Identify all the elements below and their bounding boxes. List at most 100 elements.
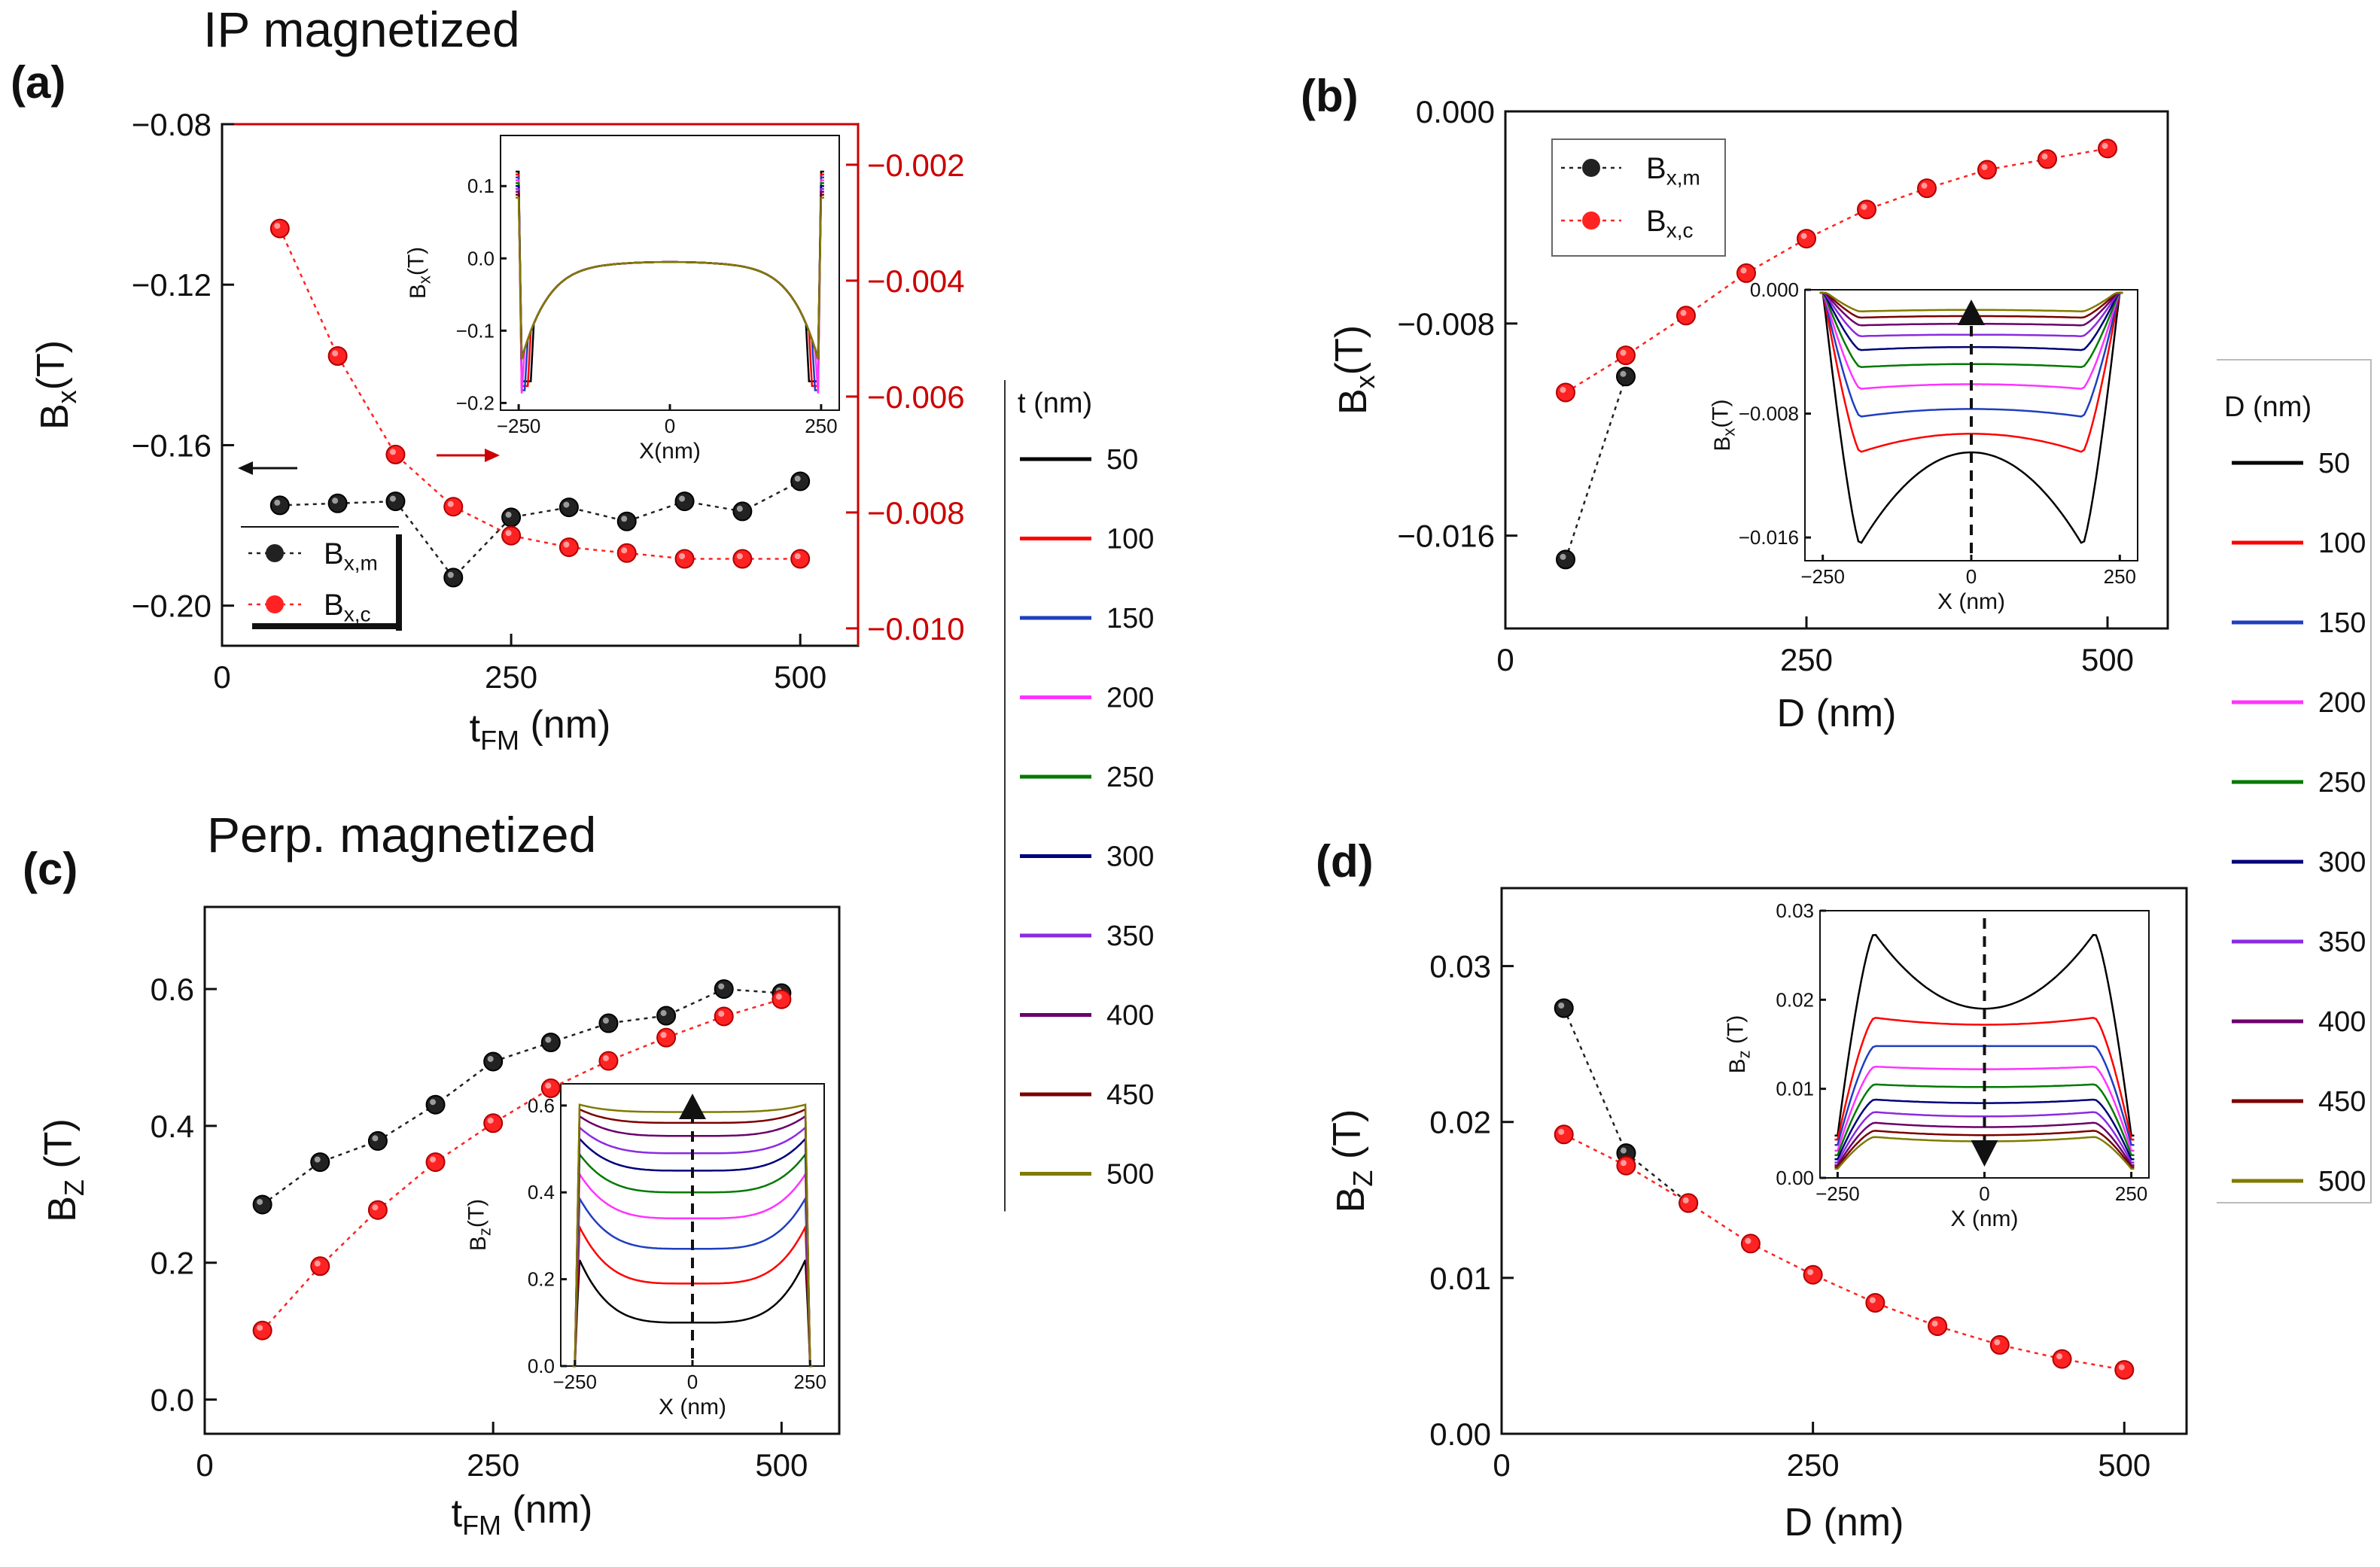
panel-d-point-highlight [1682, 1197, 1689, 1203]
panel-c-point-z,c [540, 1078, 561, 1098]
panel-b-point-highlight [1861, 203, 1867, 210]
panel-a-point-highlight [332, 497, 339, 504]
panel-d-inset: −250 0 250 0.00 0.01 0.02 0.03 X (nm) Bz (T) [1724, 899, 2150, 1231]
panel-b-point-highlight [1620, 370, 1627, 377]
panel-a-y2tick-label: −0.006 [867, 379, 965, 415]
panel-d-inset-xtick-label: 250 [2115, 1182, 2147, 1205]
panel-d-inset-xlabel: X (nm) [1951, 1206, 2019, 1231]
panel-a-point-highlight [332, 350, 339, 357]
panel-a-point-x,m [790, 471, 811, 491]
legend-d-label-50: 50 [2318, 448, 2350, 479]
panel-a-point-x,m [269, 495, 290, 516]
panel-b-point-highlight [1800, 233, 1807, 239]
panel-a-point-highlight [274, 499, 281, 506]
panel-b-point-x,c [1736, 263, 1756, 283]
panel-d-point-z,c [1865, 1293, 1885, 1313]
panel-c-point-highlight [775, 993, 782, 1000]
panel-c-chart: 0 250 500 0.0 0.2 0.4 0.6 tFM (nm) BZ (T) −250 0 25… [37, 905, 841, 1541]
legend-t-label-350: 350 [1106, 920, 1154, 952]
panel-c-inset-arrow-head [679, 1094, 706, 1119]
panel-d-point-z,c [2052, 1349, 2072, 1369]
panel-b-chart: 0 250 500 −0.016 −0.008 0.000 D (nm) Bx(T) −250 0… [1328, 94, 2169, 735]
panel-d-xtick-label: 0 [1493, 1447, 1510, 1483]
panel-a-point-x,m [443, 567, 464, 588]
panel-c-point-z,c [598, 1051, 619, 1071]
panel-c-xtick-label: 500 [755, 1447, 808, 1483]
panel-c-inset-xtick-label: 0 [687, 1371, 698, 1393]
panel-c-point-z,c [714, 1006, 734, 1027]
legend-t-label-250: 250 [1106, 762, 1154, 793]
panel-c-point-highlight [487, 1117, 494, 1124]
panel-a-point-highlight [621, 547, 628, 554]
legend-d-title: D (nm) [2224, 391, 2312, 423]
panel-a-xtick-label: 0 [213, 659, 230, 695]
panel-c-inset-curve-200 [572, 1170, 813, 1368]
panel-a-point-highlight [505, 511, 512, 518]
panel-a-point-highlight [736, 505, 743, 512]
panel-d-point-z,c [1740, 1234, 1761, 1254]
panel-c-point-z,m [252, 1194, 272, 1215]
panel-b-inset-ytick-label: −0.016 [1739, 526, 1799, 549]
legend-t-title: t (nm) [1018, 388, 1092, 419]
panel-a-inset-ylabel: Bx(T) [404, 247, 434, 299]
panel-b-legend-marker [1582, 211, 1600, 230]
panel-c-ylabel: BZ (T) [37, 1118, 90, 1222]
panel-c-inset-ytick-label: 0.2 [528, 1268, 555, 1291]
panel-c-point-highlight [430, 1156, 437, 1163]
panel-c-point-highlight [718, 983, 725, 990]
panel-c-point-highlight [660, 1032, 667, 1039]
panel-a-ylabel: Bx(T) [29, 340, 82, 430]
panel-a-inset-xlabel: X(nm) [639, 439, 701, 464]
panel-c-point-highlight [602, 1018, 609, 1024]
panel-c-point-z,c [310, 1256, 330, 1276]
panel-a-chart: 0 250 500−0.20−0.16−0.12−0.08−0.010−0.008−… [29, 107, 964, 756]
panel-c-inset-xtick-label: −250 [552, 1371, 597, 1393]
panel-d-ytick-label: 0.03 [1429, 949, 1491, 984]
panel-c-frame [203, 905, 841, 1435]
panel-a-inset-curve-500 [516, 196, 824, 360]
panel-b-point-x,c [2098, 138, 2117, 159]
panel-b-point-x,c [1797, 229, 1816, 249]
panel-d-point-highlight [1558, 1003, 1565, 1009]
panel-d-point-highlight [1558, 1128, 1565, 1135]
panel-c-point-z,m [425, 1094, 446, 1115]
panel-b-point-highlight [1740, 267, 1747, 274]
panel-a-point-highlight [736, 553, 743, 559]
panel-d-point-z,c [1803, 1264, 1823, 1285]
panel-b-legend-box [1551, 138, 1726, 257]
panel-c-ytick-label: 0.0 [151, 1383, 194, 1418]
panel-d-inset-arrow-head [1971, 1140, 1998, 1167]
panel-b-frame [1504, 110, 2169, 630]
panel-d-inset-ylabel: Bz (T) [1724, 1015, 1754, 1074]
legend-d-label-100: 100 [2318, 528, 2366, 559]
panel-a-series-x,m-line [279, 480, 801, 580]
panel-c-point-z,m [540, 1033, 561, 1052]
panel-a-point-highlight [563, 541, 570, 548]
panel-c-point-z,c [367, 1200, 388, 1220]
legend-t-label-150: 150 [1106, 603, 1154, 634]
panel-b-point-highlight [1680, 309, 1687, 316]
panel-a-inset-ytick-label: −0.1 [456, 319, 495, 342]
panel-a-point-highlight [794, 475, 801, 482]
panel-d-inset-curve-350 [1834, 1111, 2135, 1164]
panel-d-inset-xtick-label: −250 [1815, 1182, 1860, 1205]
panel-a-point-highlight [505, 530, 512, 537]
panel-b-point-highlight [2102, 142, 2108, 149]
panel-b-point-highlight [1921, 182, 1928, 189]
panel-d-inset-ytick-label: 0.00 [1776, 1167, 1814, 1189]
panel-d-inset-curve-100 [1834, 1017, 2135, 1141]
legend-t-label-500: 500 [1106, 1159, 1154, 1191]
panel-c-point-highlight [660, 1010, 667, 1017]
panel-a-legend-label: Bx,c [324, 589, 370, 625]
panel-a-point-x,c [269, 218, 290, 239]
panel-c-series-z,c-line [261, 998, 782, 1331]
panel-b-point-x,c [1917, 178, 1937, 199]
panel-b-point-highlight [1560, 386, 1566, 393]
panel-a-point-highlight [563, 501, 570, 508]
panel-d-xtick-label: 250 [1787, 1447, 1840, 1483]
panel-c-point-z,c [772, 989, 792, 1009]
legend-d-label-250: 250 [2318, 767, 2366, 799]
panel-c-point-highlight [602, 1055, 609, 1062]
panel-c-inset-curve-50 [572, 1259, 813, 1368]
